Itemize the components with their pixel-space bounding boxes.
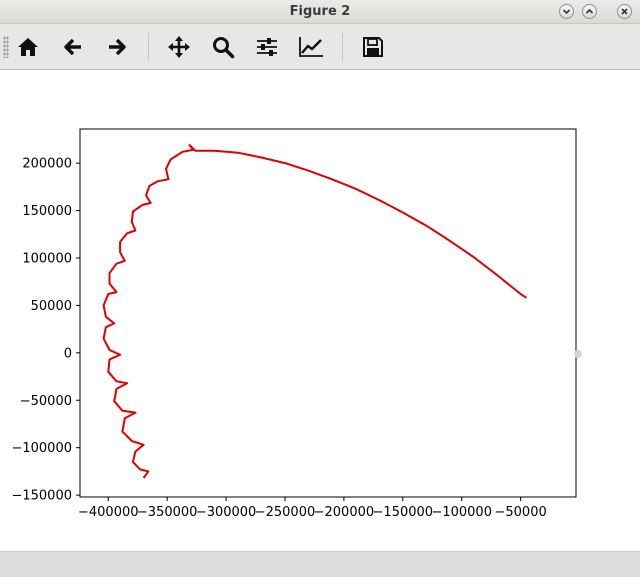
- y-tick-label: −150000: [11, 489, 72, 504]
- series-layer: [102, 144, 528, 479]
- chevron-down-icon: [562, 9, 571, 15]
- close-button[interactable]: [617, 4, 632, 19]
- close-icon: [621, 8, 628, 15]
- zoom-button[interactable]: [207, 31, 239, 63]
- home-button[interactable]: [12, 31, 44, 63]
- plot-area: [79, 128, 577, 498]
- maximize-button[interactable]: [582, 4, 597, 19]
- toolbar-separator: [342, 33, 343, 61]
- x-axis: −400000−350000−300000−250000−200000−1500…: [78, 497, 547, 520]
- x-tick-label: −50000: [495, 505, 547, 520]
- navigation-toolbar: [0, 24, 640, 70]
- toolbar-grip[interactable]: [3, 36, 9, 58]
- y-tick-label: 50000: [31, 299, 72, 314]
- move-icon: [168, 36, 190, 58]
- y-tick-label: 200000: [22, 157, 72, 172]
- arrow-left-icon: [64, 38, 81, 56]
- toolbar-separator: [148, 33, 149, 61]
- configure-subplots-button[interactable]: [251, 31, 283, 63]
- save-button[interactable]: [357, 31, 389, 63]
- y-tick-label: 150000: [22, 204, 72, 219]
- chevron-up-icon: [585, 8, 594, 14]
- y-tick-label: 100000: [22, 251, 72, 266]
- y-tick-label: −100000: [11, 441, 72, 456]
- x-tick-label: −150000: [373, 505, 434, 520]
- pan-button[interactable]: [163, 31, 195, 63]
- y-tick-label: 0: [64, 346, 72, 361]
- sliders-icon: [257, 38, 277, 56]
- edit-axis-button[interactable]: [295, 31, 327, 63]
- x-tick-label: −300000: [196, 505, 257, 520]
- x-tick-label: −100000: [431, 505, 492, 520]
- save-icon: [363, 37, 383, 57]
- line-plot: −400000−350000−300000−250000−200000−1500…: [11, 128, 582, 520]
- x-tick-label: −350000: [137, 505, 198, 520]
- back-button[interactable]: [57, 31, 89, 63]
- window-title: Figure 2: [289, 4, 351, 19]
- minimize-button[interactable]: [559, 4, 574, 19]
- search-icon: [213, 37, 235, 59]
- home-icon: [18, 38, 38, 56]
- line-chart-icon: [299, 37, 323, 57]
- status-bar: [0, 551, 640, 577]
- window-titlebar: Figure 2: [0, 0, 640, 24]
- y-axis: −150000 −100000 −50000 0 50000 100000 150000 20…: [11, 157, 80, 504]
- x-tick-label: −200000: [314, 505, 375, 520]
- x-tick-label: −400000: [78, 505, 139, 520]
- y-tick-label: −50000: [20, 394, 72, 409]
- forward-button[interactable]: [101, 31, 133, 63]
- arrow-right-icon: [109, 38, 126, 56]
- resize-handle[interactable]: [574, 350, 582, 358]
- x-tick-label: −250000: [255, 505, 316, 520]
- series-line: [102, 144, 528, 479]
- figure-canvas[interactable]: −400000 −350000 −300000 −250000 −200000 −1500…: [0, 70, 640, 551]
